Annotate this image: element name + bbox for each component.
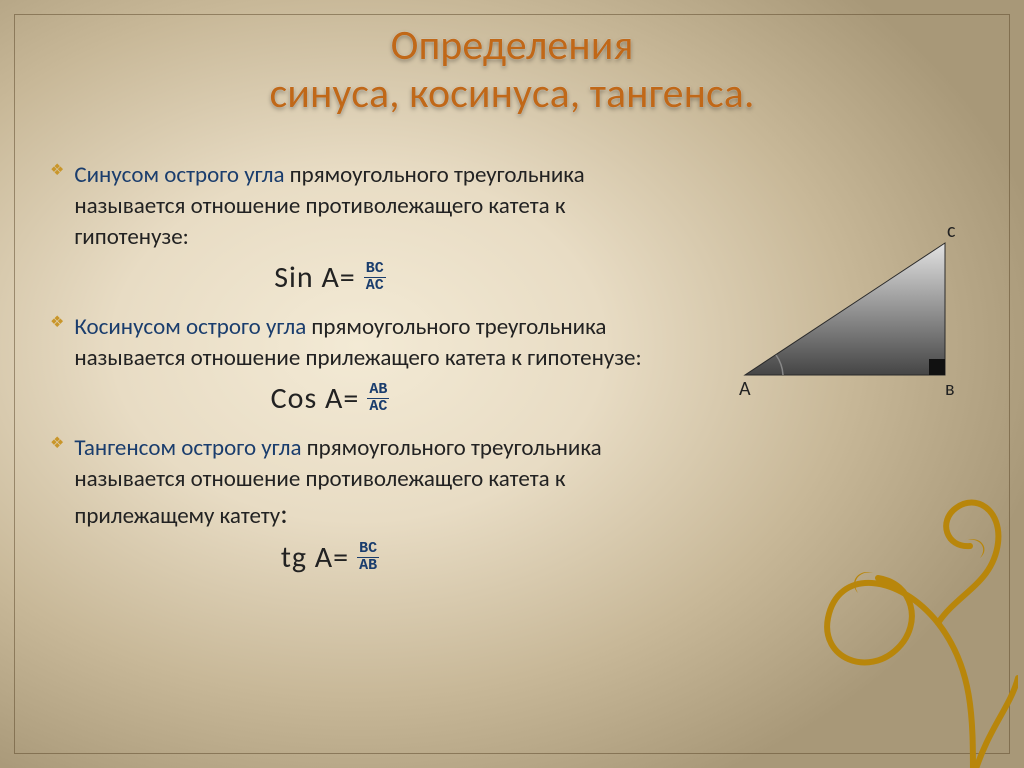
- content: ❖ Синусом острого угла прямоугольного тр…: [50, 160, 650, 592]
- vertex-C: с: [947, 219, 955, 243]
- def-text: Синусом острого угла прямоугольного треу…: [74, 160, 650, 253]
- suffix-tan: :: [280, 496, 288, 531]
- def-sin: ❖ Синусом острого угла прямоугольного тр…: [50, 160, 650, 296]
- title-line-2: синуса, косинуса, тангенса.: [0, 70, 1024, 118]
- num-tan: BC: [357, 541, 379, 558]
- den-cos: AC: [367, 399, 389, 415]
- den-tan: AB: [357, 558, 379, 574]
- frac-tan: BC AB: [357, 541, 379, 574]
- bullet-icon: ❖: [50, 312, 64, 334]
- def-text: Косинусом острого угла прямоугольного тр…: [74, 312, 650, 374]
- def-tan: ❖ Тангенсом острого угла прямоугольного …: [50, 433, 650, 576]
- triangle-figure: А в с: [735, 225, 965, 400]
- def-text: Тангенсом острого угла прямоугольного тр…: [74, 433, 650, 533]
- bullet-icon: ❖: [50, 160, 64, 182]
- title-line-1: Определения: [0, 22, 1024, 70]
- term-cos: Косинусом острого угла: [74, 313, 306, 341]
- term-sin: Синусом острого угла: [74, 161, 284, 189]
- bullet-icon: ❖: [50, 433, 64, 455]
- frac-cos: AB AC: [367, 382, 389, 415]
- num-sin: BC: [364, 261, 386, 278]
- lhs-tan: tg A=: [281, 539, 349, 576]
- frac-sin: BC AC: [364, 261, 386, 294]
- vertex-B: в: [945, 377, 955, 401]
- def-cos: ❖ Косинусом острого угла прямоугольного …: [50, 312, 650, 417]
- den-sin: AC: [364, 278, 386, 294]
- lhs-sin: Sin A=: [274, 259, 356, 296]
- vertex-A: А: [739, 377, 751, 401]
- triangle-svg: [735, 225, 965, 400]
- formula-tan: tg A= BC AB: [50, 539, 610, 576]
- formula-cos: Cos A= AB AC: [50, 380, 610, 417]
- num-cos: AB: [367, 382, 389, 399]
- term-tan: Тангенсом острого угла: [74, 434, 301, 462]
- formula-sin: Sin A= BC AC: [50, 259, 610, 296]
- title-block: Определения синуса, косинуса, тангенса.: [0, 22, 1024, 119]
- lhs-cos: Cos A=: [271, 380, 360, 417]
